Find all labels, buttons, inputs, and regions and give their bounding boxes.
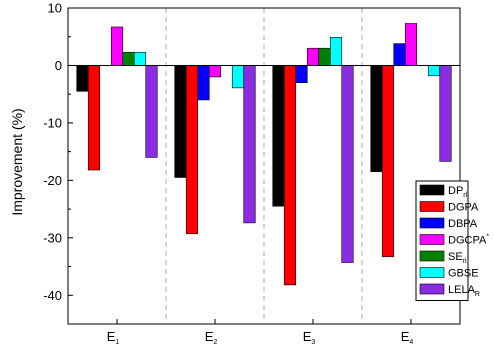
legend-swatch bbox=[419, 234, 445, 245]
bars bbox=[76, 23, 452, 286]
bar-gbse-e3 bbox=[329, 36, 343, 66]
x-axis-ticks: E1 E2 E3 E4 bbox=[107, 319, 414, 346]
legend-swatch bbox=[419, 283, 445, 295]
bar-dp-e3 bbox=[272, 65, 285, 207]
legend-entry: LELAR bbox=[448, 284, 480, 298]
x-tick-label: E4 bbox=[401, 329, 414, 346]
bar-dbpa-e4 bbox=[393, 43, 406, 66]
bar-dgcpa-e3 bbox=[306, 47, 320, 66]
bar-gbse-e4 bbox=[427, 65, 441, 77]
bar-lela-e4 bbox=[439, 65, 452, 162]
bar-dp-e1 bbox=[76, 65, 89, 92]
bar-dgcpa-e4 bbox=[404, 23, 418, 66]
bar-gbse-e1 bbox=[133, 51, 147, 66]
axes bbox=[67, 7, 461, 325]
bar-gbse-e2 bbox=[231, 65, 245, 89]
legend: DPrl DGPA DBPA DGCPA* SEri GBSE LELAR bbox=[415, 180, 489, 301]
legend-swatch bbox=[419, 184, 445, 196]
x-tick-label: E3 bbox=[303, 329, 316, 346]
bar-dp-e4 bbox=[370, 65, 383, 173]
y-axis-ticks: 10 0 -10 -20 -30 -40 bbox=[43, 1, 73, 325]
legend-swatch bbox=[419, 267, 445, 278]
bar-se-e1 bbox=[122, 51, 135, 66]
bar-dp-e2 bbox=[174, 65, 187, 178]
legend-entry: DPrl bbox=[448, 185, 468, 199]
plot-frame bbox=[67, 7, 461, 325]
y-axis-title: Improvement (%) bbox=[9, 108, 25, 215]
bar-dgcpa-e1 bbox=[110, 26, 124, 66]
bar-dgpa-e2 bbox=[185, 65, 199, 235]
y-tick-label: -10 bbox=[43, 115, 62, 130]
y-tick-label: 10 bbox=[48, 1, 62, 16]
y-tick-label: -40 bbox=[43, 288, 62, 303]
legend-swatch bbox=[419, 217, 445, 229]
bar-dgpa-e4 bbox=[381, 65, 395, 258]
bar-lela-e2 bbox=[243, 65, 256, 224]
legend-swatch bbox=[419, 201, 445, 212]
y-tick-label: -30 bbox=[43, 230, 62, 245]
bar-dgcpa-e2 bbox=[208, 65, 222, 78]
y-tick-label: 0 bbox=[55, 58, 62, 73]
x-tick-label: E2 bbox=[205, 329, 218, 346]
legend-entry: DGCPA* bbox=[448, 234, 489, 247]
bar-dgpa-e1 bbox=[87, 65, 101, 171]
legend-entry: DGPA bbox=[448, 202, 479, 214]
bar-lela-e1 bbox=[145, 65, 158, 158]
legend-swatch bbox=[419, 250, 445, 262]
bar-dgpa-e3 bbox=[283, 65, 297, 286]
legend-entry: GBSE bbox=[448, 268, 479, 280]
legend-entry: DBPA bbox=[448, 218, 478, 230]
x-tick-label: E1 bbox=[107, 329, 120, 346]
y-tick-label: -20 bbox=[43, 173, 62, 188]
legend-entry: SEri bbox=[448, 251, 467, 265]
category-separators bbox=[165, 8, 363, 324]
bar-dbpa-e3 bbox=[295, 65, 308, 83]
bar-dbpa-e2 bbox=[197, 65, 210, 101]
bar-se-e3 bbox=[318, 47, 331, 66]
bar-lela-e3 bbox=[341, 65, 354, 263]
